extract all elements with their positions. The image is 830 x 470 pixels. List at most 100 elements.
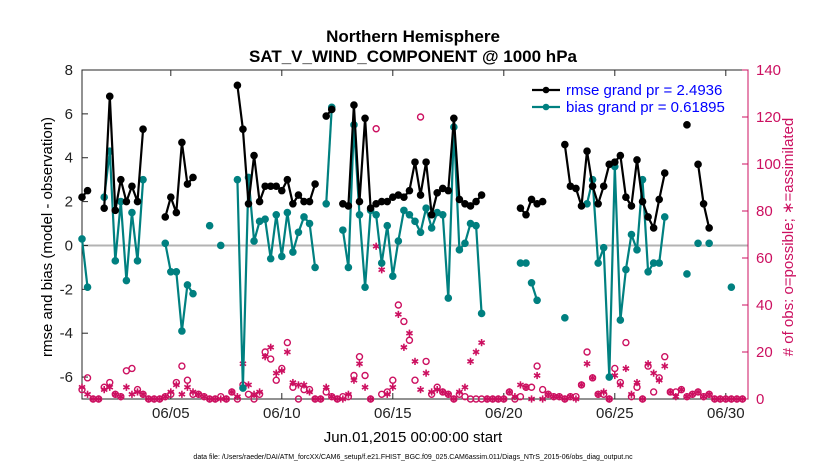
- y-right-tick-label: 80: [756, 203, 773, 220]
- rmse-point: [466, 202, 475, 210]
- y-tick-label: -6: [60, 369, 73, 386]
- obs-assimilated-point: [228, 388, 236, 396]
- obs-assimilated-point: [117, 393, 125, 401]
- bias-point: [694, 239, 702, 248]
- rmse-point: [616, 151, 625, 160]
- rmse-point: [433, 189, 442, 197]
- obs-possible-point: [272, 376, 280, 384]
- obs-assimilated-point: [639, 395, 647, 403]
- y-right-tick-label: 120: [756, 109, 781, 126]
- rmse-point: [455, 195, 464, 204]
- rmse-point: [644, 213, 652, 221]
- y-right-tick-label: 0: [756, 391, 764, 408]
- obs-assimilated-point: [172, 381, 180, 389]
- plot-area: 06/05 06/10 06/15 06/20 06/25 06/30 -6 -4 -2 0 2 4 6…: [60, 62, 781, 422]
- obs-assimilated-point: [528, 395, 536, 403]
- obs-assimilated-point: [383, 390, 391, 398]
- bias-line: [80, 238, 89, 288]
- bias-line: [341, 123, 483, 314]
- obs-assimilated-point: [222, 395, 230, 403]
- bias-point: [616, 316, 625, 324]
- bias-point: [644, 267, 652, 276]
- bias-point: [311, 263, 319, 272]
- obs-assimilated-point: [644, 360, 652, 368]
- rmse-point: [172, 208, 181, 217]
- bias-point: [111, 257, 120, 265]
- y-tick-label: 2: [65, 194, 73, 211]
- bias-point: [705, 239, 713, 248]
- bias-line: [103, 150, 145, 282]
- obs-assimilated-point: [256, 388, 264, 396]
- rmse-point: [527, 195, 536, 204]
- bias-point: [405, 210, 414, 219]
- obs-assimilated-point: [466, 357, 475, 365]
- obs-possible-point: [533, 362, 541, 370]
- bias-point: [139, 175, 147, 184]
- rmse-point: [327, 105, 336, 114]
- obs-possible-point: [583, 348, 591, 356]
- y-axis-label: rmse and bias (model - observation): [39, 117, 56, 357]
- rmse-point: [105, 92, 114, 101]
- bias-point: [239, 384, 247, 392]
- bias-point: [294, 228, 303, 237]
- y-right-tick-label: 140: [756, 62, 781, 79]
- rmse-point: [355, 197, 364, 206]
- rmse-point: [133, 197, 142, 206]
- rmse-point: [350, 101, 358, 109]
- rmse-point: [611, 158, 619, 166]
- obs-assimilated-point: [261, 353, 269, 361]
- obs-possible-point: [622, 338, 630, 347]
- x-tick-label: 06/05: [152, 405, 190, 422]
- obs-possible-point: [538, 385, 547, 394]
- bias-point: [189, 289, 197, 298]
- rmse-point: [416, 191, 425, 199]
- obs-assimilated-point: [355, 360, 364, 368]
- bias-point: [300, 213, 308, 221]
- obs-assimilated-point: [450, 395, 458, 403]
- obs-assimilated-point: [461, 383, 469, 391]
- bias-point: [266, 254, 275, 263]
- obs-assimilated-point: [283, 348, 291, 356]
- rmse-point: [594, 199, 602, 208]
- obs-possible-point: [516, 392, 525, 401]
- rmse-point: [361, 114, 369, 123]
- rmse-point: [694, 160, 702, 169]
- obs-assimilated-point: [389, 383, 397, 391]
- rmse-point: [383, 197, 392, 206]
- bias-point: [599, 243, 608, 252]
- bias-point: [683, 270, 691, 278]
- obs-assimilated-point: [272, 369, 280, 377]
- y-tick-label: 4: [65, 150, 73, 167]
- x-tick-label: 06/15: [374, 405, 412, 422]
- obs-assimilated-point: [106, 383, 114, 391]
- obs-assimilated-point: [583, 360, 591, 368]
- obs-assimilated-point: [666, 388, 674, 396]
- bias-point: [522, 259, 530, 267]
- bias-point: [594, 259, 602, 267]
- rmse-point: [167, 193, 175, 202]
- obs-assimilated-point: [317, 395, 325, 403]
- rmse-point: [588, 182, 597, 191]
- bias-point: [660, 213, 669, 221]
- obs-possible-point: [649, 388, 658, 396]
- bias-point: [283, 208, 292, 217]
- obs-assimilated-point: [267, 343, 275, 351]
- obs-assimilated-point: [472, 348, 480, 356]
- obs-assimilated-point: [539, 395, 547, 403]
- obs-possible-point: [372, 125, 380, 133]
- obs-possible-point: [389, 376, 397, 384]
- rmse-point: [411, 158, 419, 166]
- rmse-point: [139, 125, 147, 134]
- rmse-line: [342, 103, 483, 216]
- bias-point: [472, 221, 480, 230]
- rmse-point: [683, 121, 691, 129]
- obs-assimilated-point: [378, 266, 386, 274]
- rmse-point: [244, 199, 253, 208]
- rmse-point: [633, 156, 641, 164]
- y-tick-label: -4: [60, 325, 73, 342]
- rmse-point: [250, 151, 258, 160]
- bias-point: [305, 219, 314, 228]
- obs-assimilated-point: [139, 390, 147, 398]
- x-axis-label: Jun.01,2015 00:00:00 start: [324, 429, 503, 446]
- rmse-point: [322, 112, 331, 120]
